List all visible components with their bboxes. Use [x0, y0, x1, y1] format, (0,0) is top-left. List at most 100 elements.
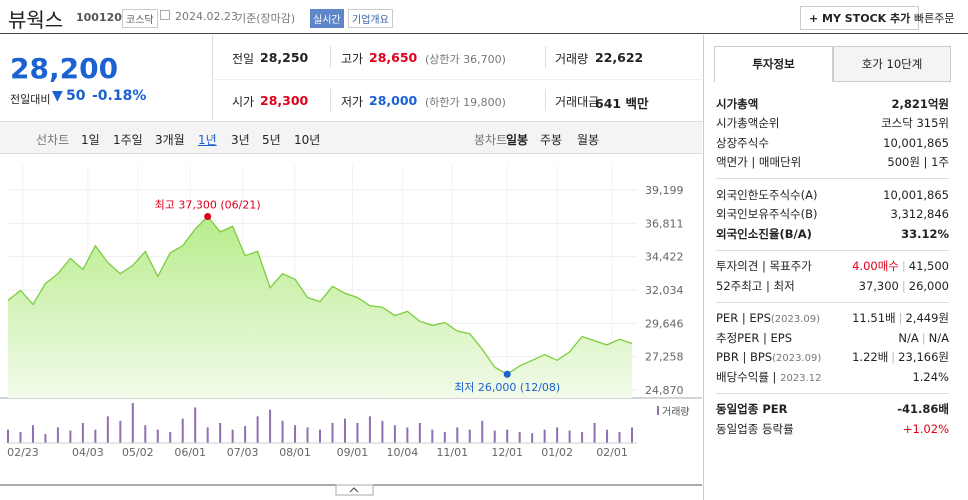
stock-code: 100120	[76, 11, 122, 24]
annotation-dot	[503, 370, 511, 378]
volume-bar	[631, 427, 634, 443]
volume-bar	[431, 429, 434, 443]
volume-bar	[231, 429, 234, 443]
divider	[212, 35, 213, 120]
range-tab[interactable]: 5년	[262, 133, 281, 147]
info-label: 외국인소진율(B/A)	[716, 226, 812, 241]
range-tab[interactable]: 1주일	[113, 133, 143, 147]
info-label-group: 외국인한도주식수(A)	[716, 187, 817, 203]
side-border	[703, 35, 704, 500]
x-tick-label: 01/02	[541, 446, 573, 459]
volume-bar	[144, 425, 147, 443]
info-row: 외국인소진율(B/A) 33.12%	[716, 224, 949, 244]
volume-bar	[131, 403, 134, 443]
tab-active[interactable]: 투자정보	[714, 46, 833, 82]
volume-bar	[581, 431, 584, 443]
range-tab[interactable]: 10년	[294, 133, 321, 147]
info-value: 10,001,865	[883, 187, 949, 202]
info-label: 상장주식수	[716, 135, 769, 150]
info-row: 동일업종 등락률 +1.02%	[716, 419, 949, 439]
info-label-group: PBR | BPS(2023.09)	[716, 350, 821, 364]
range-tab[interactable]: 1년	[198, 133, 217, 147]
area-fill	[8, 216, 633, 398]
y-tick-label: 24,870	[645, 384, 684, 397]
quick-order[interactable]: 빠른주문	[914, 12, 955, 25]
mystock-button[interactable]: + MY STOCK 추가	[800, 6, 920, 30]
volume-bar	[69, 430, 72, 443]
y-tick-label: 34,422	[645, 251, 684, 264]
info-row: 액면가 | 매매단위 500원 | 1주	[716, 153, 949, 173]
side-section: 외국인한도주식수(A) 10,001,865 외국인보유주식수(B) 3,312,84…	[716, 179, 949, 251]
stat-value: 28,300	[260, 93, 309, 108]
change: 50	[66, 88, 86, 104]
candle-tab[interactable]: 월봉	[577, 133, 600, 147]
header-rule	[0, 33, 968, 34]
candle-tab[interactable]: 주봉	[540, 133, 563, 147]
separator: |	[901, 278, 906, 293]
info-row: 시가총액순위 코스닥 315위	[716, 114, 949, 134]
volume-bar	[518, 431, 521, 443]
volume-bar	[244, 426, 247, 443]
x-tick-label: 04/03	[72, 446, 104, 459]
volume-bar	[119, 420, 122, 443]
info-values: 1.22배 | 23,166원	[852, 349, 949, 365]
range-tab[interactable]: 1일	[81, 133, 100, 147]
info-label-group: 시가총액순위	[716, 115, 779, 131]
stat-note: (하한가 19,800)	[425, 96, 506, 109]
x-tick-label: 02/01	[596, 446, 628, 459]
volume-bar	[19, 431, 22, 443]
y-tick-label: 39,199	[645, 184, 684, 197]
info-row: 배당수익률 | 2023.12 1.24%	[716, 367, 949, 387]
volume-bar	[106, 416, 109, 443]
volume-bar	[219, 423, 222, 443]
info-value: 코스닥 315위	[881, 116, 949, 131]
volume-bar	[356, 423, 359, 443]
info-label: 52주최고 | 최저	[716, 278, 795, 293]
volume-bar	[194, 407, 197, 443]
info-values: N/A | N/A	[898, 331, 949, 345]
chart: 24,870 27,258 29,646 32,034 34,422 36,811 39,1…	[0, 165, 702, 496]
volume-bar	[7, 429, 9, 443]
stat-label: 거래량	[555, 52, 589, 66]
info-label-group: 외국인소진율(B/A)	[716, 226, 812, 242]
side-section: 투자의견 | 목표주가 4.00매수 | 41,500 52주최고 | 최저 37,300…	[716, 251, 949, 303]
info-label-group: 상장주식수	[716, 135, 769, 151]
volume-bar	[44, 434, 47, 443]
separator: |	[898, 311, 903, 326]
realtime-badge[interactable]: 실시간	[310, 9, 344, 28]
volume-bar	[506, 429, 509, 443]
volume-bar	[443, 431, 446, 443]
info-values: 10,001,865	[883, 136, 949, 150]
info-row: 52주최고 | 최저 37,300 | 26,000	[716, 276, 949, 296]
range-tab[interactable]: 3년	[231, 133, 250, 147]
separator: |	[901, 259, 906, 274]
info-label: 배당수익률 |	[716, 369, 781, 384]
info-value: 2,821억원	[891, 96, 949, 111]
stat-label: 시가	[232, 95, 255, 109]
tab[interactable]: 호가 10단계	[833, 46, 951, 82]
info-value: 23,166원	[898, 350, 949, 365]
info-label-group: 추정PER | EPS	[716, 330, 792, 346]
info-value: 500원 | 1주	[887, 155, 949, 170]
stat-label: 저가	[341, 95, 364, 109]
volume-bar	[468, 429, 471, 443]
stat-label: 고가	[341, 52, 364, 66]
info-label-group: 52주최고 | 최저	[716, 278, 795, 294]
info-values: 3,312,846	[890, 207, 949, 221]
range-tab[interactable]: 3개월	[155, 133, 185, 147]
annotation: 최고 37,300 (06/21)	[155, 199, 261, 212]
x-tick-label: 08/01	[279, 446, 311, 459]
volume-bar	[94, 429, 97, 443]
side-section: 시가총액 2,821억원 시가총액순위 코스닥 315위 상장주식수 10,001,865…	[716, 88, 949, 179]
info-label: PER | EPS	[716, 311, 771, 326]
collapse-button[interactable]	[335, 484, 374, 496]
info-row: PER | EPS(2023.09) 11.51배 | 2,449원	[716, 309, 949, 329]
volume-bar	[256, 416, 259, 443]
volume-bar	[269, 409, 272, 443]
stat-label: 거래대금	[555, 95, 600, 109]
volume-bar	[181, 418, 184, 443]
legend-label: 거래량	[662, 406, 690, 418]
company-button[interactable]: 기업개요	[348, 9, 393, 28]
candle-tab[interactable]: 일봉	[506, 133, 529, 147]
